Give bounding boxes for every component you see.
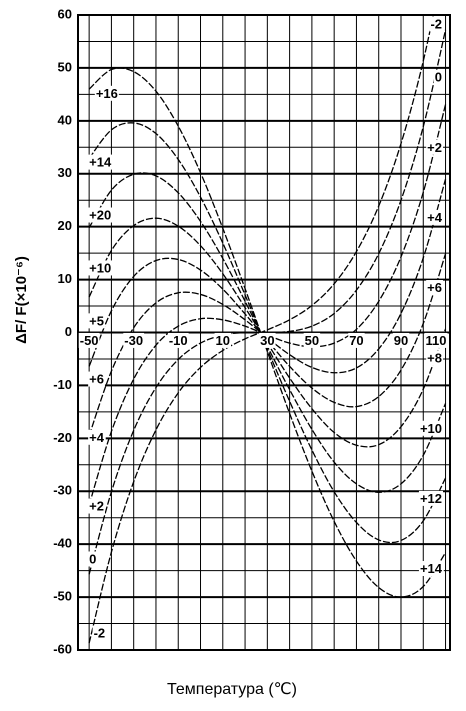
series-label: +2 [427, 140, 442, 155]
label-bg [429, 16, 443, 32]
curve-label: +20 [89, 208, 111, 223]
label-bg [426, 139, 443, 155]
x-tick-label: -50 [80, 333, 99, 348]
y-tick-label: -60 [53, 641, 72, 656]
y-tick-label: -20 [53, 430, 72, 445]
label-bg [418, 561, 444, 577]
label-bg [426, 350, 443, 366]
label-bg [418, 490, 443, 506]
y-tick-label: -10 [53, 377, 72, 392]
x-tick-label: 110 [426, 333, 447, 348]
curve [88, 15, 434, 644]
x-tick-label: 70 [349, 333, 363, 348]
label-bg [88, 154, 113, 170]
curve [88, 29, 447, 575]
series-label: +8 [427, 350, 442, 365]
series-label: +10 [420, 421, 442, 436]
curve-label: -2 [94, 626, 106, 641]
label-bg [214, 332, 232, 348]
curve [88, 67, 447, 598]
curve-label: 0 [89, 551, 96, 566]
label-bg [426, 280, 443, 296]
y-tick-label: 40 [58, 112, 72, 127]
y-tick-label: -40 [53, 536, 72, 551]
y-tick-label: 10 [58, 271, 72, 286]
curve-label: +2 [89, 499, 104, 514]
label-bg [88, 498, 105, 514]
label-bg [88, 260, 113, 276]
curve-label: +4 [89, 430, 105, 445]
series-label: +4 [427, 210, 443, 225]
curve [88, 122, 447, 544]
label-bg [92, 625, 107, 641]
series-label: +12 [420, 491, 442, 506]
x-tick-label: 30 [260, 333, 274, 348]
label-bg [88, 207, 113, 223]
label-bg [167, 332, 189, 348]
label-bg [426, 209, 444, 225]
y-axis-label: ΔF/ F(×10⁻⁶) [13, 256, 30, 344]
label-bg [259, 332, 276, 348]
x-axis-label: Температура (℃) [167, 681, 297, 698]
series-label: -2 [430, 16, 442, 31]
x-tick-label: -10 [169, 333, 188, 348]
y-tick-label: 60 [58, 6, 72, 21]
label-bg [88, 429, 106, 445]
y-tick-label: -50 [53, 589, 72, 604]
curves [88, 15, 447, 644]
label-bg [78, 332, 100, 348]
curve-label: +6 [89, 372, 104, 387]
y-tick-label: 50 [58, 59, 72, 74]
plot-frame [77, 14, 451, 651]
label-bg [88, 551, 98, 567]
label-bg [348, 332, 365, 348]
label-bg [123, 332, 145, 348]
x-tick-label: 90 [394, 333, 408, 348]
label-bg [94, 85, 119, 101]
y-tick-label: 0 [65, 324, 72, 339]
series-label: +6 [427, 280, 442, 295]
label-bg [88, 371, 105, 387]
series-label: +14 [420, 561, 443, 576]
label-bg [433, 69, 443, 85]
series-label: 0 [435, 70, 442, 85]
curve-label: +14 [89, 155, 112, 170]
x-tick-label: 50 [305, 333, 319, 348]
x-tick-label: -30 [124, 333, 143, 348]
y-tick-label: 30 [58, 165, 72, 180]
y-tick-label: 20 [58, 218, 72, 233]
curve-label: +10 [89, 260, 111, 275]
curve [88, 178, 447, 436]
label-bg [303, 332, 321, 348]
y-tick-label: -30 [53, 483, 72, 498]
label-bg [418, 420, 443, 436]
label-bg [88, 313, 105, 329]
label-bg [424, 332, 448, 348]
curve-label: +5 [89, 313, 104, 328]
label-bg [392, 332, 410, 348]
x-tick-label: 10 [216, 333, 230, 348]
curve-label: +16 [96, 86, 118, 101]
